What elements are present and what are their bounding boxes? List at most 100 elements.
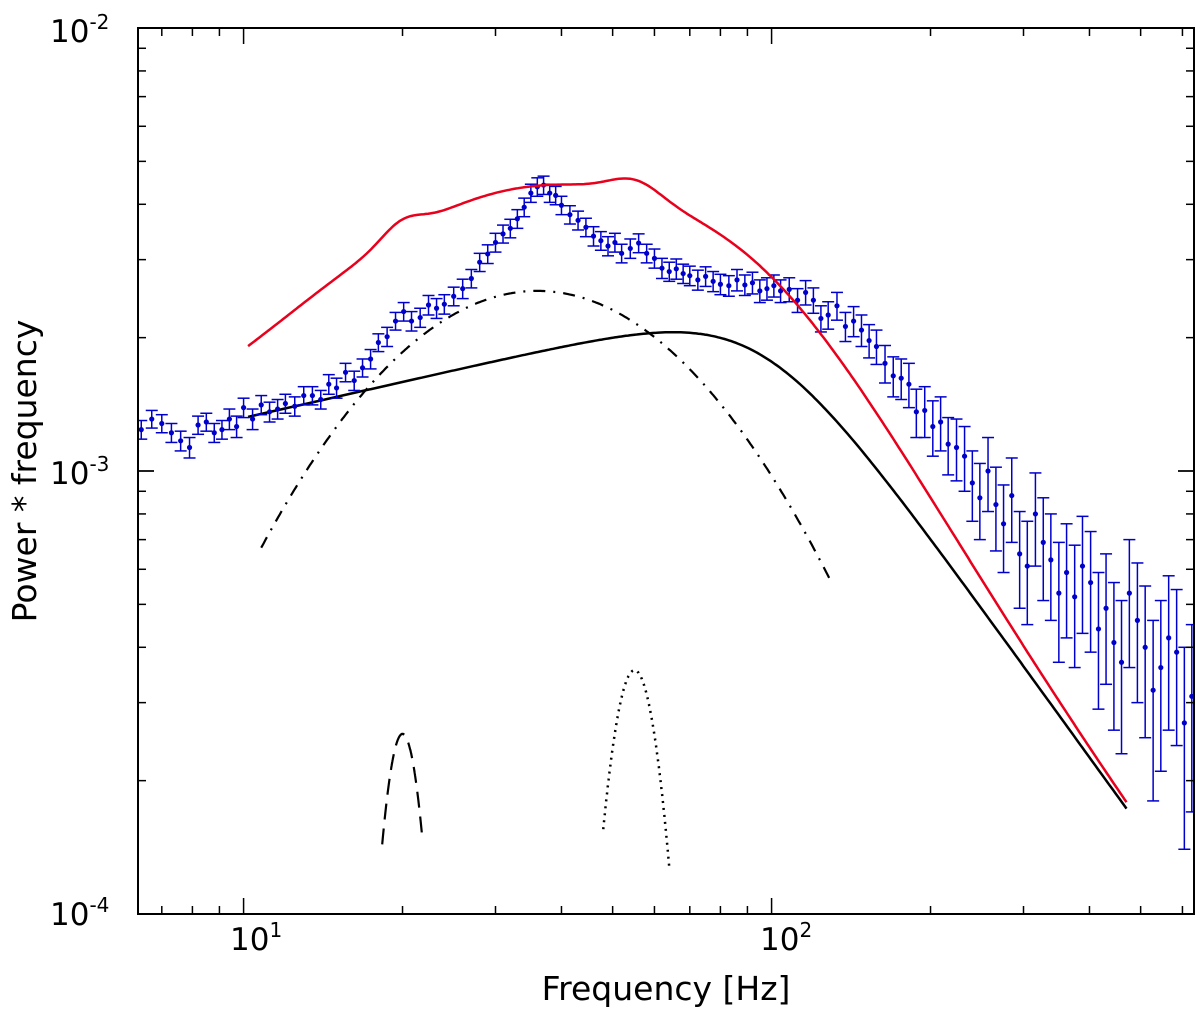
data-point <box>882 360 888 366</box>
data-point <box>687 273 693 279</box>
low-qpo-dashed-curve <box>381 732 424 845</box>
data-point <box>567 212 573 218</box>
data-point <box>873 343 880 350</box>
data-point <box>803 289 809 296</box>
data-point <box>734 277 740 283</box>
data-point <box>477 259 483 265</box>
data-point <box>1174 649 1180 655</box>
data-point <box>749 280 756 286</box>
data-point <box>742 282 748 288</box>
y-tick-label-1e-2: 10-2 <box>50 10 109 50</box>
data-point <box>451 293 457 299</box>
data-point <box>1150 687 1156 693</box>
data-point <box>673 266 679 272</box>
data-point <box>333 385 340 391</box>
harmonic-qpo-dotted-curve <box>602 668 671 868</box>
data-point <box>969 480 975 486</box>
data-point <box>786 286 792 292</box>
data-point <box>507 225 513 231</box>
data-point <box>1103 605 1109 611</box>
data-point <box>1189 693 1194 699</box>
data-point <box>651 255 658 261</box>
data-point <box>993 501 999 508</box>
data-point <box>764 286 770 292</box>
data-point <box>401 308 407 315</box>
data-point <box>1088 579 1094 586</box>
data-point <box>818 315 824 322</box>
data-point <box>460 286 466 292</box>
data-point <box>219 427 225 433</box>
data-point <box>1158 664 1164 671</box>
data-point <box>1079 563 1086 569</box>
data-point <box>275 406 281 412</box>
data-point <box>468 275 474 282</box>
data-point <box>441 301 447 307</box>
data-point <box>644 250 650 256</box>
data-point <box>1095 626 1102 632</box>
data-point <box>547 190 553 196</box>
data-point <box>695 277 701 283</box>
data-point <box>159 420 165 427</box>
data-point <box>619 250 625 256</box>
data-point <box>598 238 604 244</box>
data-point <box>1072 594 1078 600</box>
data-point <box>825 312 831 318</box>
data-point <box>1134 617 1141 623</box>
data-point <box>1000 521 1007 527</box>
data-point <box>866 337 872 344</box>
data-point <box>195 422 201 428</box>
data-point <box>1181 720 1187 726</box>
data-point <box>985 468 991 474</box>
data-point <box>326 381 332 387</box>
broadband-solid-curve <box>247 330 1128 810</box>
axis-ticks <box>138 27 1194 915</box>
data-point <box>485 251 491 257</box>
data-point <box>575 217 581 223</box>
data-point <box>514 216 520 222</box>
data-point <box>851 318 857 324</box>
x-tick-label-10: 101 <box>230 918 282 958</box>
data-point <box>392 318 399 324</box>
data-point <box>433 305 440 311</box>
data-point <box>1024 563 1030 569</box>
data-point <box>528 190 534 196</box>
data-point <box>1142 644 1148 650</box>
data-point <box>922 407 928 414</box>
data-point <box>842 323 849 330</box>
data-point <box>953 444 960 451</box>
data-point <box>636 240 642 246</box>
data-point <box>203 419 209 425</box>
data-point <box>1111 639 1117 646</box>
data-point <box>292 403 298 409</box>
data-point <box>408 318 415 324</box>
x-tick-label-100: 102 <box>760 918 812 958</box>
data-point <box>168 430 175 436</box>
data-point <box>500 231 506 237</box>
data-point <box>961 453 968 459</box>
data-point <box>1048 557 1054 563</box>
data-point <box>186 444 193 451</box>
data-points <box>138 175 1194 851</box>
data-point <box>834 303 840 309</box>
data-point <box>717 281 724 287</box>
data-point <box>810 297 816 303</box>
x-axis-label: Frequency [Hz] <box>542 969 791 1008</box>
data-point <box>266 409 273 415</box>
data-point <box>240 405 247 411</box>
data-point <box>258 402 264 408</box>
data-point <box>309 392 316 399</box>
data-point <box>1009 492 1015 499</box>
data-point <box>359 365 366 371</box>
data-point <box>703 273 709 279</box>
data-point <box>1063 569 1070 576</box>
data-point <box>226 416 232 422</box>
data-point <box>666 268 672 275</box>
data-point <box>553 192 559 198</box>
data-point <box>890 373 896 379</box>
data-point <box>913 409 919 415</box>
y-tick-label-1e-3: 10-3 <box>50 452 109 492</box>
data-point <box>375 339 381 346</box>
data-point <box>945 441 951 447</box>
